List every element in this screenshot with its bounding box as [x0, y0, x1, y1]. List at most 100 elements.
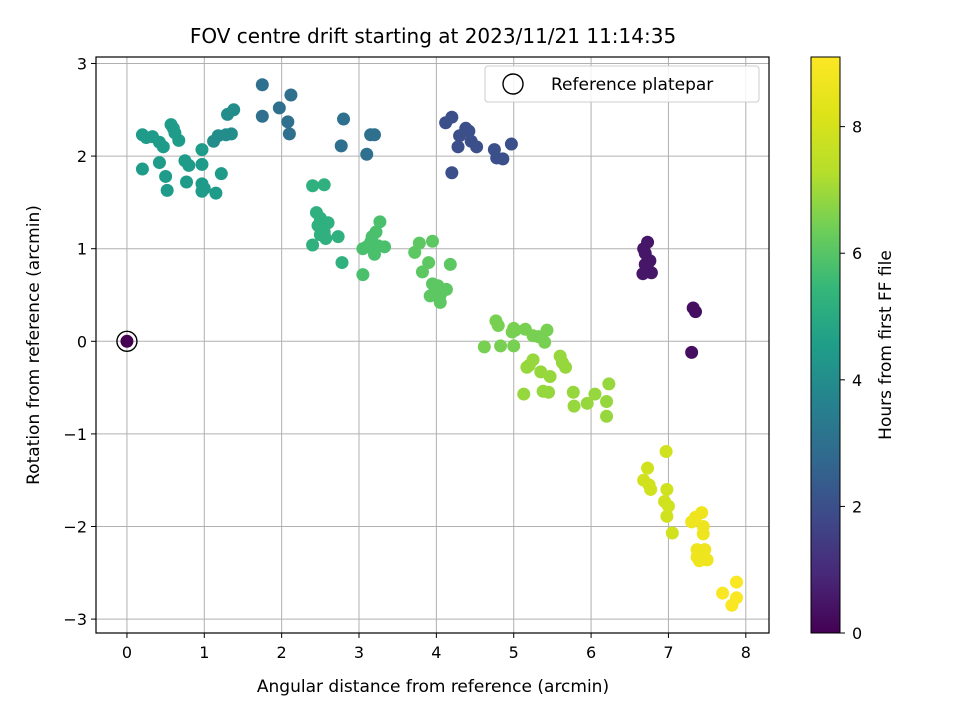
data-point — [182, 158, 196, 172]
data-point — [426, 234, 439, 248]
plot-frame — [95, 56, 770, 634]
reference-marker — [116, 330, 138, 352]
data-point — [408, 245, 422, 259]
data-point — [423, 289, 437, 303]
data-point — [367, 128, 381, 142]
data-point — [282, 127, 296, 141]
data-point — [517, 387, 531, 401]
y-tick-label: 2 — [77, 147, 87, 166]
y-tick-label: 0 — [77, 332, 87, 351]
data-point — [730, 591, 744, 605]
data-point — [214, 167, 228, 181]
data-point — [661, 499, 675, 513]
data-point — [559, 360, 573, 374]
data-point — [255, 109, 269, 123]
legend-marker — [502, 73, 524, 95]
data-point — [696, 527, 710, 541]
data-point — [317, 178, 331, 192]
data-point — [600, 409, 614, 423]
data-point — [453, 129, 467, 143]
data-point — [209, 186, 223, 200]
data-point — [207, 134, 221, 148]
colorbar-tick-label: 2 — [852, 497, 862, 516]
data-point — [195, 143, 209, 157]
colorbar-ticks: 0 2 4 6 8 — [840, 118, 862, 643]
y-tick-label: −3 — [63, 610, 87, 629]
data-point — [135, 162, 149, 176]
data-point — [660, 509, 674, 523]
data-point — [195, 157, 209, 171]
x-tick-label: 7 — [663, 643, 673, 662]
data-point — [306, 238, 320, 252]
data-point — [224, 127, 238, 141]
colorbar: 0 2 4 6 8 Hours from first FF file — [810, 56, 896, 643]
data-point — [337, 112, 351, 126]
data-point — [507, 339, 521, 353]
y-tick-label: 1 — [77, 240, 87, 259]
data-point — [567, 399, 581, 413]
colorbar-label: Hours from first FF file — [876, 250, 896, 440]
x-tick-label: 5 — [509, 643, 519, 662]
data-point — [508, 323, 522, 337]
data-point — [504, 137, 518, 151]
data-point — [360, 147, 374, 161]
data-point — [445, 110, 459, 124]
data-point — [331, 230, 345, 244]
data-point — [641, 235, 655, 249]
data-point — [306, 179, 320, 193]
data-point — [373, 215, 387, 229]
y-tick-label: −2 — [63, 518, 87, 537]
data-point — [281, 115, 295, 129]
data-point — [542, 385, 556, 399]
x-tick-label: 2 — [277, 643, 287, 662]
data-point — [156, 140, 170, 154]
x-tick-label: 3 — [354, 643, 364, 662]
legend-label: Reference platepar — [551, 75, 713, 95]
data-point — [367, 247, 381, 261]
grid — [96, 57, 769, 633]
data-point — [644, 482, 658, 496]
data-point — [422, 256, 436, 270]
data-point — [272, 101, 286, 115]
data-point — [566, 385, 580, 399]
colorbar-tick-label: 4 — [852, 371, 862, 390]
x-tick-label: 4 — [431, 643, 441, 662]
legend: Reference platepar — [484, 65, 760, 103]
data-point — [378, 240, 392, 254]
data-point — [284, 88, 298, 102]
data-point — [641, 461, 655, 475]
data-point — [695, 506, 709, 520]
x-tick-label: 0 — [122, 643, 132, 662]
y-axis-label: Rotation from reference (arcmin) — [24, 205, 44, 485]
colorbar-tick-label: 0 — [852, 624, 862, 643]
data-point — [689, 305, 703, 319]
x-axis-label: Angular distance from reference (arcmin) — [257, 677, 609, 697]
data-point — [543, 369, 557, 383]
data-point — [159, 169, 173, 183]
data-point — [120, 334, 134, 348]
data-point — [356, 268, 370, 282]
data-point — [602, 377, 616, 391]
data-point — [540, 323, 554, 337]
colorbar-tick-label: 6 — [852, 244, 862, 263]
x-tick-label: 8 — [741, 643, 751, 662]
data-point — [445, 166, 459, 180]
data-point — [700, 553, 714, 567]
data-point — [451, 140, 465, 154]
data-point — [520, 360, 534, 374]
data-point — [335, 256, 349, 270]
data-point — [470, 140, 484, 154]
data-point — [152, 156, 166, 170]
data-point — [195, 184, 209, 198]
data-point — [172, 133, 186, 147]
data-points — [120, 78, 744, 612]
data-point — [538, 335, 552, 349]
y-tick-label: 3 — [77, 54, 87, 73]
data-point — [660, 482, 674, 496]
x-tick-label: 6 — [586, 643, 596, 662]
data-point — [443, 257, 457, 271]
data-point — [334, 139, 348, 153]
x-axis: 0 1 2 3 4 5 6 7 8 — [122, 633, 751, 662]
data-point — [665, 526, 679, 540]
